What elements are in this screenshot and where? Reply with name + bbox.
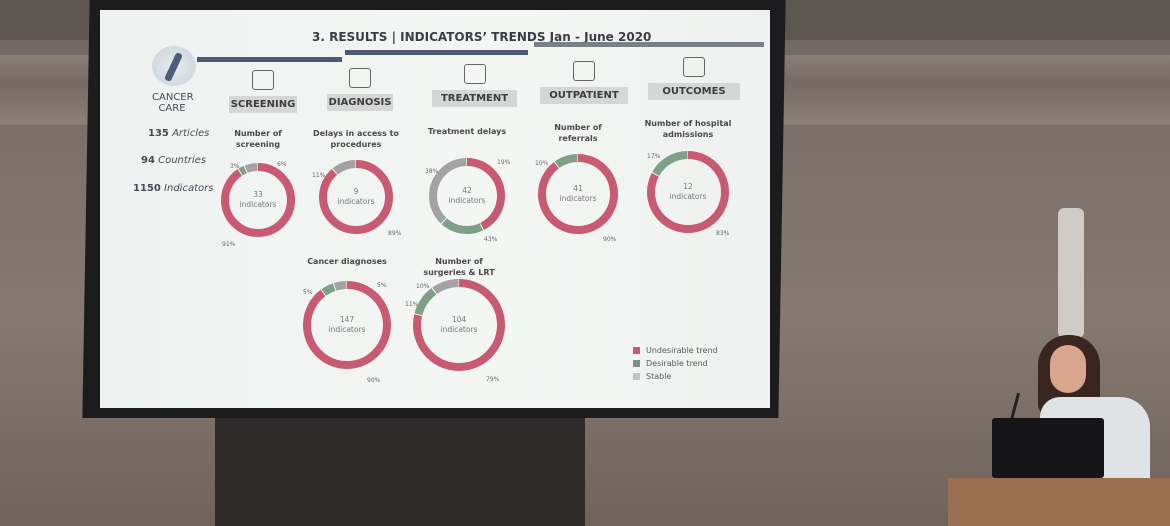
category-diagnosis: DIAGNOSIS <box>327 94 393 111</box>
title-divider <box>534 42 764 47</box>
pct-desirable: 5% <box>303 289 313 296</box>
laptop <box>992 418 1104 478</box>
legend-stable: Stable <box>633 372 718 381</box>
donut-segment-undesirable <box>647 151 729 233</box>
donut-segment-undesirable <box>303 281 391 369</box>
chart-title: Cancer diagnoses <box>307 257 387 266</box>
legend-desirable: Desirable trend <box>633 359 718 368</box>
legend: Undesirable trend Desirable trend Stable <box>633 346 718 385</box>
pct-undesirable: 91% <box>222 241 236 248</box>
chart-center-label: 41 indicators <box>559 184 597 203</box>
pct-stable: 10% <box>416 283 430 290</box>
donut-segment-undesirable <box>319 160 393 234</box>
medicine-icon <box>463 64 486 84</box>
health-report-icon <box>683 57 705 77</box>
side-heading: CANCER CARE <box>152 92 194 114</box>
chart-center-label: 147 indicators <box>328 315 366 334</box>
slide-title: 3. RESULTS | INDICATORS’ TRENDS Jan - Ju… <box>312 30 652 44</box>
pct-undesirable: 43% <box>484 236 498 243</box>
chart-center-label: 9 indicators <box>337 187 375 206</box>
podium <box>948 478 1170 526</box>
ribbon-logo-icon <box>152 46 196 86</box>
pct-undesirable: 89% <box>388 230 402 237</box>
clinic-icon <box>573 61 595 81</box>
chart-title: Number of referrals <box>554 123 602 143</box>
pct-undesirable: 90% <box>603 236 617 243</box>
legend-undesirable: Undesirable trend <box>633 346 718 355</box>
donut-segment-undesirable <box>413 279 505 371</box>
stethoscope-icon <box>349 68 371 88</box>
stat-articles: 135 Articles <box>148 128 210 139</box>
category-outcomes: OUTCOMES <box>648 83 740 100</box>
chart-center-label: 42 indicators <box>448 186 486 205</box>
pct-stable: 38% <box>425 168 439 175</box>
category-treatment: TREATMENT <box>432 90 517 107</box>
pct-stable: 5% <box>377 282 387 289</box>
cabinet <box>215 410 585 526</box>
donut-segment-desirable <box>429 158 505 234</box>
pct-desirable: 3% <box>230 163 240 170</box>
donut-segment-undesirable <box>538 154 618 234</box>
chart-title: Number of hospital admissions <box>644 119 732 139</box>
donut-segment-undesirable <box>429 158 505 234</box>
hospital-icon <box>252 70 274 90</box>
chart-title: Number of screening <box>234 129 282 149</box>
pct-stable: 11% <box>312 172 326 179</box>
title-divider <box>197 57 342 62</box>
pct-undesirable: 90% <box>367 377 381 384</box>
stat-indicators: 1150 Indicators <box>133 183 214 194</box>
pct-desirable: 19% <box>497 159 511 166</box>
pct-undesirable: 83% <box>716 230 730 237</box>
category-outpatient: OUTPATIENT <box>540 87 628 104</box>
wall-pipe <box>1058 208 1084 338</box>
stat-countries: 94 Countries <box>141 155 207 166</box>
title-divider <box>345 50 528 55</box>
pct-desirable: 17% <box>647 153 661 160</box>
chart-center-label: 104 indicators <box>440 315 478 334</box>
pct-desirable: 11% <box>405 301 419 308</box>
category-screening: SCREENING <box>229 96 297 113</box>
pct-desirable: 10% <box>535 160 549 167</box>
pct-stable: 6% <box>277 161 287 168</box>
chart-title: Delays in access to procedures <box>313 129 399 149</box>
chart-title: Treatment delays <box>427 127 507 136</box>
chart-center-label: 12 indicators <box>669 182 707 201</box>
chart-center-label: 33 indicators <box>239 190 277 209</box>
donut-segment-undesirable <box>221 163 295 237</box>
pct-undesirable: 79% <box>486 376 500 383</box>
chart-title: Number of surgeries & LRT <box>423 257 495 277</box>
donut-segment-stable <box>429 158 505 234</box>
